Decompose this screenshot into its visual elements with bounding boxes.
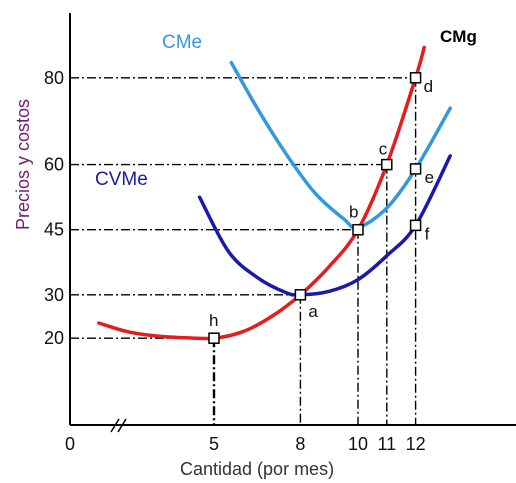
point-label-c: c xyxy=(379,140,388,159)
y-tick-label-60: 60 xyxy=(44,155,64,175)
point-label-f: f xyxy=(425,224,430,243)
tick-labels: 0 5 8 10 11 12 20 30 45 60 80 xyxy=(44,68,426,454)
point-markers: h a b c d e f xyxy=(208,72,434,344)
x-tick-label-0: 0 xyxy=(65,434,75,454)
y-tick-label-20: 20 xyxy=(44,328,64,348)
series-label-cme: CMe xyxy=(162,32,202,53)
point-label-h: h xyxy=(209,311,218,330)
y-tick-label-80: 80 xyxy=(44,68,64,88)
point-label-d: d xyxy=(424,77,433,96)
y-axis-title: Precios y costos xyxy=(13,99,33,230)
point-marker-d xyxy=(409,72,422,84)
x-axis-title: Cantidad (por mes) xyxy=(180,459,334,479)
guide-lines xyxy=(70,77,417,425)
axis-break-icon xyxy=(110,418,127,433)
point-marker-c xyxy=(381,158,393,171)
x-tick-label-8: 8 xyxy=(295,434,305,454)
point-label-e: e xyxy=(425,168,434,187)
y-tick-label-45: 45 xyxy=(44,220,64,240)
point-marker-a xyxy=(294,289,307,301)
x-tick-label-5: 5 xyxy=(209,434,219,454)
point-label-b: b xyxy=(349,203,358,222)
curve-labels: CMe CVMe CMg xyxy=(95,27,477,190)
series-line-cme xyxy=(229,60,452,230)
y-tick-label-30: 30 xyxy=(44,285,64,305)
series-label-cvme: CVMe xyxy=(95,169,148,190)
point-marker-h xyxy=(208,332,220,344)
x-tick-label-10: 10 xyxy=(348,434,368,454)
x-tick-label-12: 12 xyxy=(406,434,426,454)
point-marker-e xyxy=(409,163,422,175)
x-tick-label-11: 11 xyxy=(377,434,396,454)
axes xyxy=(69,13,516,433)
series-label-cmg: CMg xyxy=(440,27,477,46)
point-marker-f xyxy=(409,219,422,232)
point-marker-b xyxy=(352,223,364,236)
series-line-cvme xyxy=(197,154,452,297)
point-label-a: a xyxy=(308,302,318,321)
